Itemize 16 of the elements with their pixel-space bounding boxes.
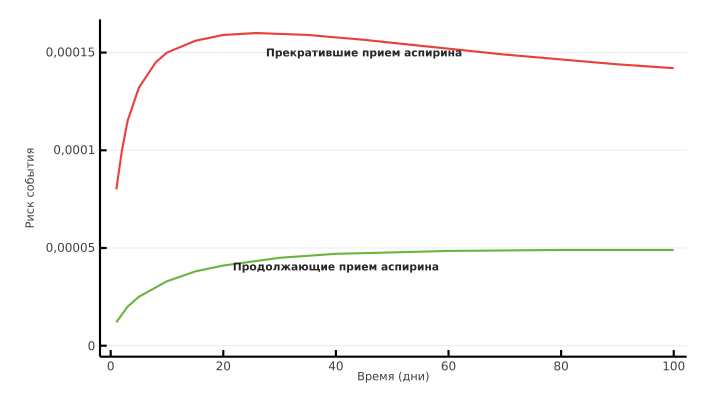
x-tick-label: 20 (216, 361, 230, 370)
y-tick-label: 0 (88, 341, 94, 350)
y-axis-title: Риск события (24, 148, 34, 228)
line-series (115, 248, 675, 324)
series-label: Прекратившие прием аспирина (266, 48, 462, 59)
series-label: Продолжающие прием аспирина (234, 262, 438, 273)
y-tick-label: 0,00015 (46, 47, 94, 58)
line-series (115, 32, 675, 190)
x-axis-title: Время (дни) (358, 372, 429, 383)
x-tick-label: 60 (442, 361, 456, 370)
x-tick-label: 100 (664, 361, 684, 370)
x-tick-label: 40 (328, 361, 343, 370)
x-tick-label: 80 (554, 361, 568, 370)
y-tick-label: 0,0001 (54, 145, 94, 156)
y-tick-label: 0,00005 (46, 242, 94, 254)
x-tick-label: 0 (108, 361, 114, 370)
